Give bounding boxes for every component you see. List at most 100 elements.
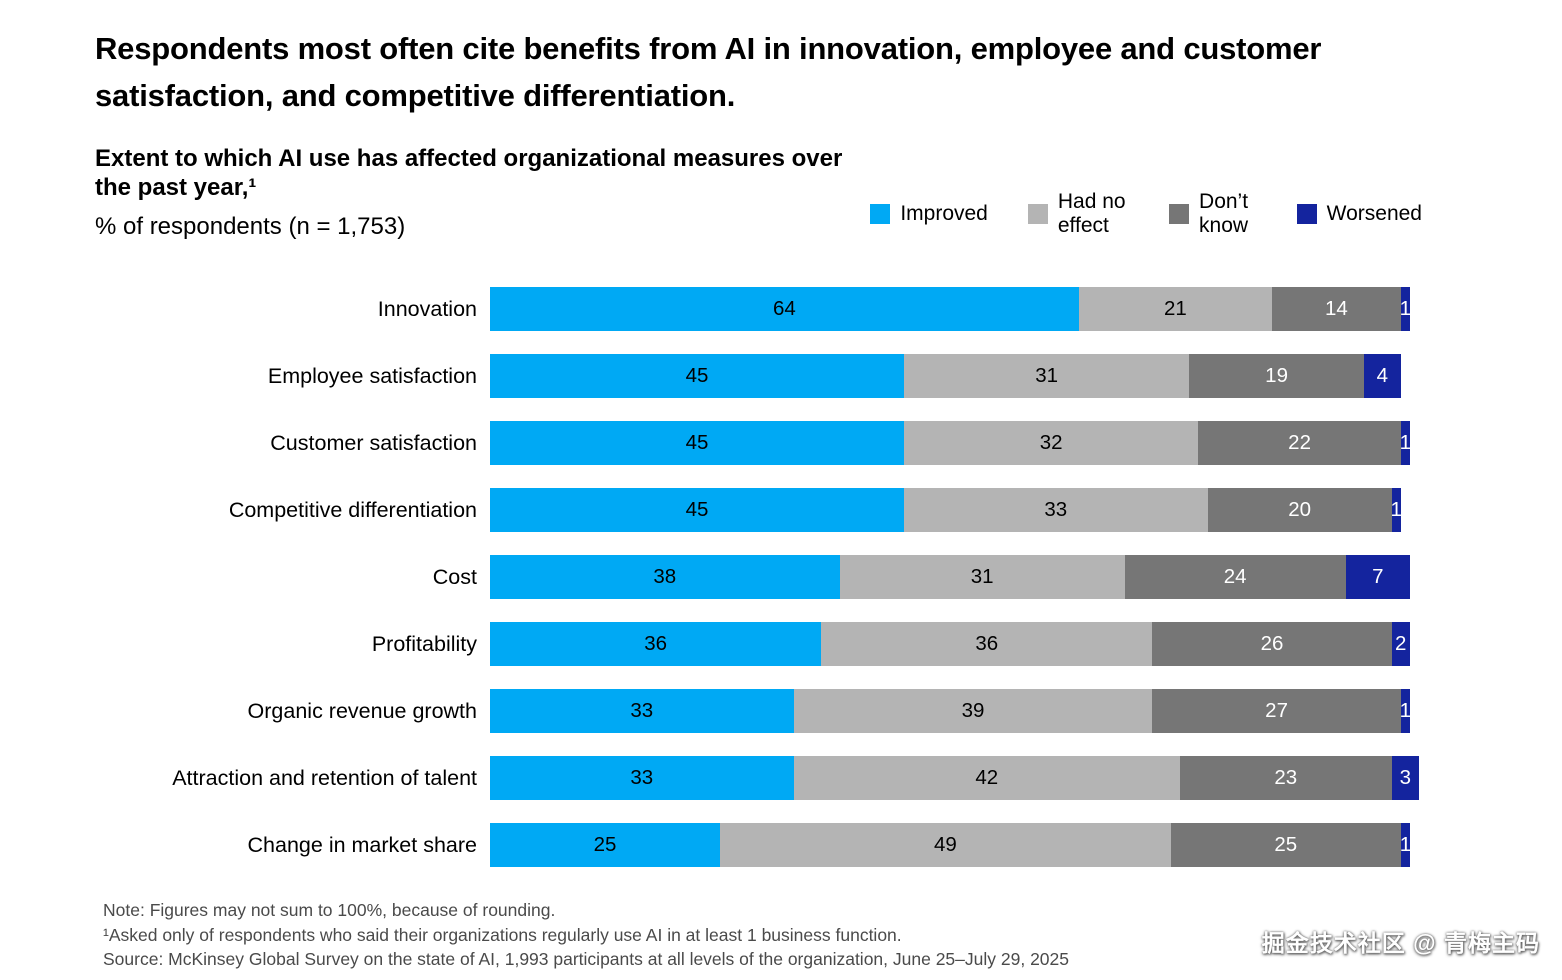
chart-rows: Innovation 64 21 14 1 Employee satisfaction 45… [95,287,1422,868]
segment-value: 36 [975,632,999,656]
segment-value: 32 [1039,431,1063,455]
bar-segment-worsened: 1 [1390,488,1402,533]
segment-value: 3 [1399,766,1412,790]
legend: Improved Had no effect Don’t know Worsened [870,190,1422,241]
segment-value: 27 [1265,699,1288,723]
segment-value: 33 [1044,498,1068,522]
row-label: Profitability [371,631,477,656]
legend-item-had-no-effect: Had no effect [1027,190,1129,238]
segment-value: 1 [1399,833,1412,857]
segment-value: 26 [1260,632,1284,656]
bar-segment-worsened: 7 [1345,555,1410,600]
segment-value: 21 [1163,297,1187,321]
row-label: Cost [432,564,477,589]
bar-row: Competitive differentiation 45 33 20 1 [95,488,1422,533]
bar-segment-don-t-know: 23 [1179,756,1392,801]
bar-segment-don-t-know: 24 [1124,555,1346,600]
stacked-bar: 45 31 19 4 [490,354,1410,399]
segment-value: 20 [1288,498,1311,522]
segment-value: 45 [685,364,709,388]
bar-row: Customer satisfaction 45 32 22 1 [95,421,1422,466]
row-label: Organic revenue growth [247,698,477,723]
row-label: Employee satisfaction [267,363,477,388]
segment-value: 39 [961,699,985,723]
segment-value: 25 [1274,833,1298,857]
segment-value: 25 [593,833,617,857]
bar-segment-improved: 38 [490,555,840,600]
watermark: 掘金技术社区 @ 青梅主码 [1261,930,1540,956]
segment-value: 33 [630,699,654,723]
bar-segment-worsened: 3 [1391,756,1420,801]
bar-row: Employee satisfaction 45 31 19 4 [95,354,1422,399]
row-label: Attraction and retention of talent [172,765,477,790]
bar-segment-worsened: 2 [1391,622,1410,667]
segment-value: 19 [1265,364,1288,388]
note-source: Source: McKinsey Global Survey on the st… [103,949,1069,970]
bar-segment-improved: 64 [490,287,1079,332]
chart-subtitle: Extent to which AI use has affected orga… [95,145,843,201]
bar-segment-had-no-effect: 21 [1078,287,1272,332]
bar-segment-improved: 45 [490,421,904,466]
segment-value: 36 [644,632,667,656]
segment-value: 33 [630,766,654,790]
legend-swatch-worsened [1296,204,1317,225]
row-label: Customer satisfaction [270,430,477,455]
segment-value: 31 [1035,364,1058,388]
bar-segment-improved: 45 [490,488,904,533]
note-footnote-1: ¹Asked only of respondents who said thei… [103,924,902,945]
segment-value: 1 [1399,699,1412,723]
segment-value: 45 [685,431,709,455]
bar-segment-don-t-know: 22 [1198,421,1401,466]
segment-value: 24 [1223,565,1247,589]
bar-segment-don-t-know: 26 [1152,622,1392,667]
segment-value: 1 [1399,431,1412,455]
bar-segment-had-no-effect: 33 [904,488,1208,533]
stacked-bar: 45 33 20 1 [490,488,1410,533]
row-label: Change in market share [247,832,477,857]
segment-value: 38 [653,565,677,589]
segment-value: 64 [772,297,796,321]
stacked-bar: 33 39 27 1 [490,689,1412,734]
sample-size-line: % of respondents (n = 1,753) [95,212,406,240]
legend-swatch-don-t-know [1169,204,1190,225]
legend-item-don-t-know: Don’t know [1169,190,1257,238]
segment-value: 14 [1324,297,1348,321]
legend-label: Don’t know [1199,190,1249,238]
stacked-bar: 25 49 25 1 [490,823,1412,868]
legend-label: Worsened [1326,202,1422,226]
bar-segment-worsened: 1 [1399,823,1412,868]
bar-segment-improved: 33 [490,689,794,734]
bar-row: Attraction and retention of talent 33 42 23… [95,756,1422,801]
legend-swatch-improved [870,204,891,225]
bar-segment-worsened: 4 [1363,354,1401,399]
bar-segment-don-t-know: 14 [1271,287,1401,332]
segment-value: 4 [1376,364,1389,388]
segment-value: 42 [975,766,999,790]
bar-segment-worsened: 1 [1399,421,1412,466]
segment-value: 49 [933,833,957,857]
bar-segment-had-no-effect: 32 [904,421,1199,466]
legend-label: Had no effect [1057,190,1126,238]
bar-segment-worsened: 1 [1400,287,1411,332]
row-label: Innovation [377,296,477,321]
subtitle-block: Extent to which AI use has affected orga… [95,145,870,241]
segment-value: 2 [1395,632,1407,656]
segment-value: 22 [1288,431,1311,455]
bar-segment-don-t-know: 19 [1189,354,1364,399]
stacked-bar: 45 32 22 1 [490,421,1412,466]
stacked-bar: 33 42 23 3 [490,756,1420,801]
bar-segment-improved: 45 [490,354,904,399]
bar-row: Profitability 36 36 26 2 [95,622,1422,667]
bar-segment-had-no-effect: 39 [793,689,1153,734]
bar-segment-improved: 36 [490,622,822,667]
legend-label: Improved [900,202,988,226]
segment-value: 23 [1274,766,1298,790]
page-title: Respondents most often cite benefits fro… [95,31,1322,113]
stacked-bar: 64 21 14 1 [490,287,1411,332]
legend-item-worsened: Worsened [1296,202,1422,226]
bar-segment-improved: 33 [490,756,794,801]
bar-row: Cost 38 31 24 7 [95,555,1422,600]
legend-swatch-had-no-effect [1027,204,1048,225]
bar-segment-had-no-effect: 31 [839,555,1125,600]
